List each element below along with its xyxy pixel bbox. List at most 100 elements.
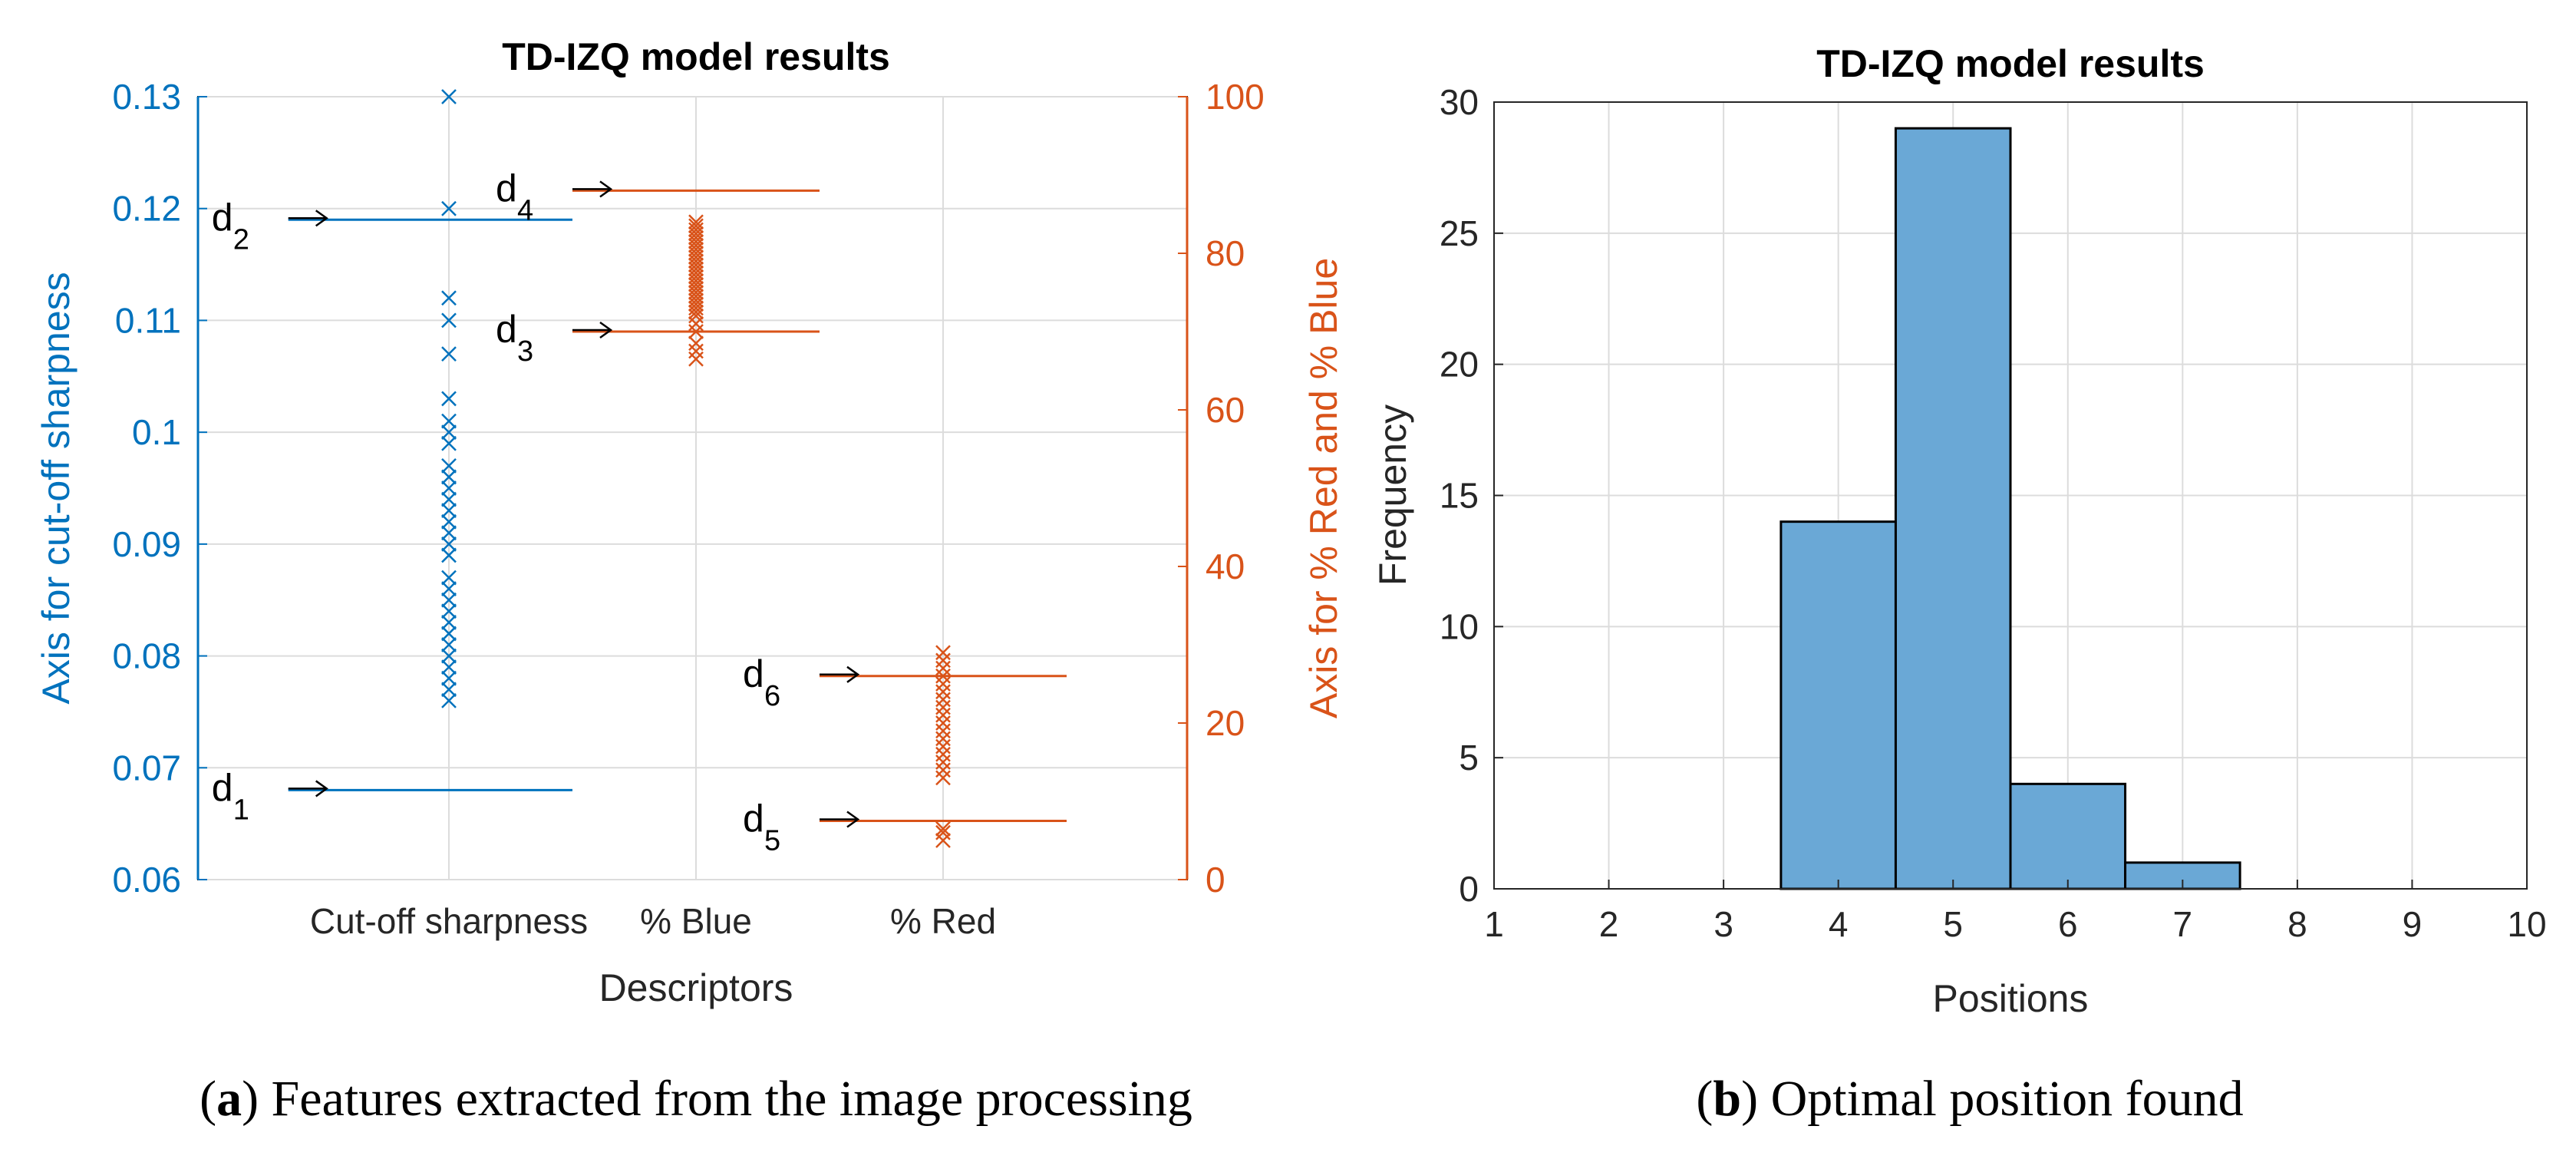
chart-b-bars [1779,127,2241,890]
histogram-bar [1894,127,2012,890]
threshold-label-subscript: 6 [764,680,780,712]
chart-b-x-tick-label: 2 [1599,904,1619,944]
data-point [688,308,704,324]
chart-a-grid [198,96,1187,880]
data-point [935,676,951,692]
chart-a-x-axis-label: Descriptors [599,966,793,1009]
chart-b-x-tick-label: 6 [2058,904,2078,944]
data-point [688,233,704,249]
chart-b-x-tick-label: 1 [1484,904,1504,944]
data-point [935,770,951,786]
data-point [441,491,457,507]
data-point [441,457,457,474]
data-point [688,272,704,289]
data-point [688,289,704,304]
chart-b-x-tick-label: 3 [1713,904,1733,944]
chart-b-x-tick-label: 9 [2403,904,2423,944]
data-point [688,249,704,265]
chart-b-y-tick-label: 10 [1440,606,1479,646]
threshold-arrowhead [315,210,328,227]
data-point [688,242,704,257]
chart-a-left-tick-label: 0.08 [112,636,181,676]
data-point [688,292,704,309]
data-point [441,290,457,306]
data-point [688,276,704,292]
histogram-bar [1779,520,1897,890]
data-point [935,715,951,731]
chart-b-ticks: 1 2 3 4 5 6 7 8 9 10 0 5 10 15 20 25 30 [1440,82,2547,944]
chart-b: 1 2 3 4 5 6 7 8 9 10 0 5 10 15 20 25 30 TD-IZQ model res… [1371,42,2547,1020]
chart-a-left-tick-label: 0.11 [115,300,181,340]
chart-b-y-tick-label: 30 [1440,82,1479,122]
data-point [935,746,951,762]
chart-a-right-tick-label: 40 [1206,546,1245,586]
data-point [688,257,704,273]
data-point [935,652,951,669]
data-point [441,637,457,652]
data-point [441,513,457,530]
data-point [441,503,457,519]
threshold-arrowhead [315,780,328,797]
threshold-label-subscript: 2 [233,223,249,256]
caption-a: (a) Features extracted from the image pr… [200,1071,1192,1127]
data-point [441,682,457,698]
data-point [441,692,457,708]
data-point [935,731,951,747]
data-point [688,261,704,277]
data-point [688,214,704,230]
chart-a-left-tick-label: 0.1 [132,412,181,452]
chart-a-left-tick-label: 0.09 [112,524,181,564]
data-point [441,547,457,563]
chart-a-title: TD-IZQ model results [502,35,890,78]
data-point [935,762,951,778]
chart-a-x-tick-label: Cut-off sharpness [310,901,588,941]
data-point [441,626,457,642]
threshold-arrowhead [599,180,613,198]
chart-b-y-tick-label: 20 [1440,345,1479,385]
histogram-bar [2009,782,2127,890]
chart-a-left-tick-label: 0.13 [112,77,181,117]
chart-a-left-tick-label: 0.06 [112,860,181,900]
chart-a-y-axis-label-right: Axis for % Red and % Blue [1302,258,1345,718]
data-point [441,614,457,630]
data-point [688,269,704,285]
data-point [688,315,704,332]
data-point [688,265,704,281]
threshold-label: d [743,797,764,840]
chart-a-marks [441,89,951,848]
data-point [441,435,457,451]
data-point [441,480,457,496]
data-point [688,218,704,234]
data-point [441,312,457,329]
data-point [441,469,457,485]
data-point [688,281,704,296]
data-point [935,684,951,700]
chart-a-right-tick-label: 60 [1206,390,1245,430]
threshold-label-subscript: 3 [517,335,533,368]
chart-a-right-tick-label: 100 [1206,77,1265,117]
chart-b-x-tick-label: 10 [2507,904,2546,944]
chart-b-x-tick-label: 5 [1943,904,1963,944]
data-point [935,699,951,715]
data-point [441,659,457,675]
chart-b-x-tick-label: 8 [2287,904,2307,944]
data-point [935,755,951,770]
chart-a-x-tick-label: % Blue [640,901,752,941]
threshold-label-subscript: 1 [233,794,249,826]
data-point [935,824,951,840]
data-point [935,660,951,676]
threshold-arrowhead [599,321,613,339]
data-point [688,300,704,316]
chart-b-y-tick-label: 15 [1440,476,1479,516]
threshold-label-subscript: 5 [764,825,780,857]
chart-a-right-tick-label: 0 [1206,860,1225,900]
data-point [441,89,457,104]
data-point [935,723,951,739]
data-point [935,692,951,708]
data-point [441,592,457,608]
threshold-label: d [212,766,233,809]
data-point [441,570,457,586]
data-point [441,536,457,552]
chart-b-title: TD-IZQ model results [1816,42,2205,85]
